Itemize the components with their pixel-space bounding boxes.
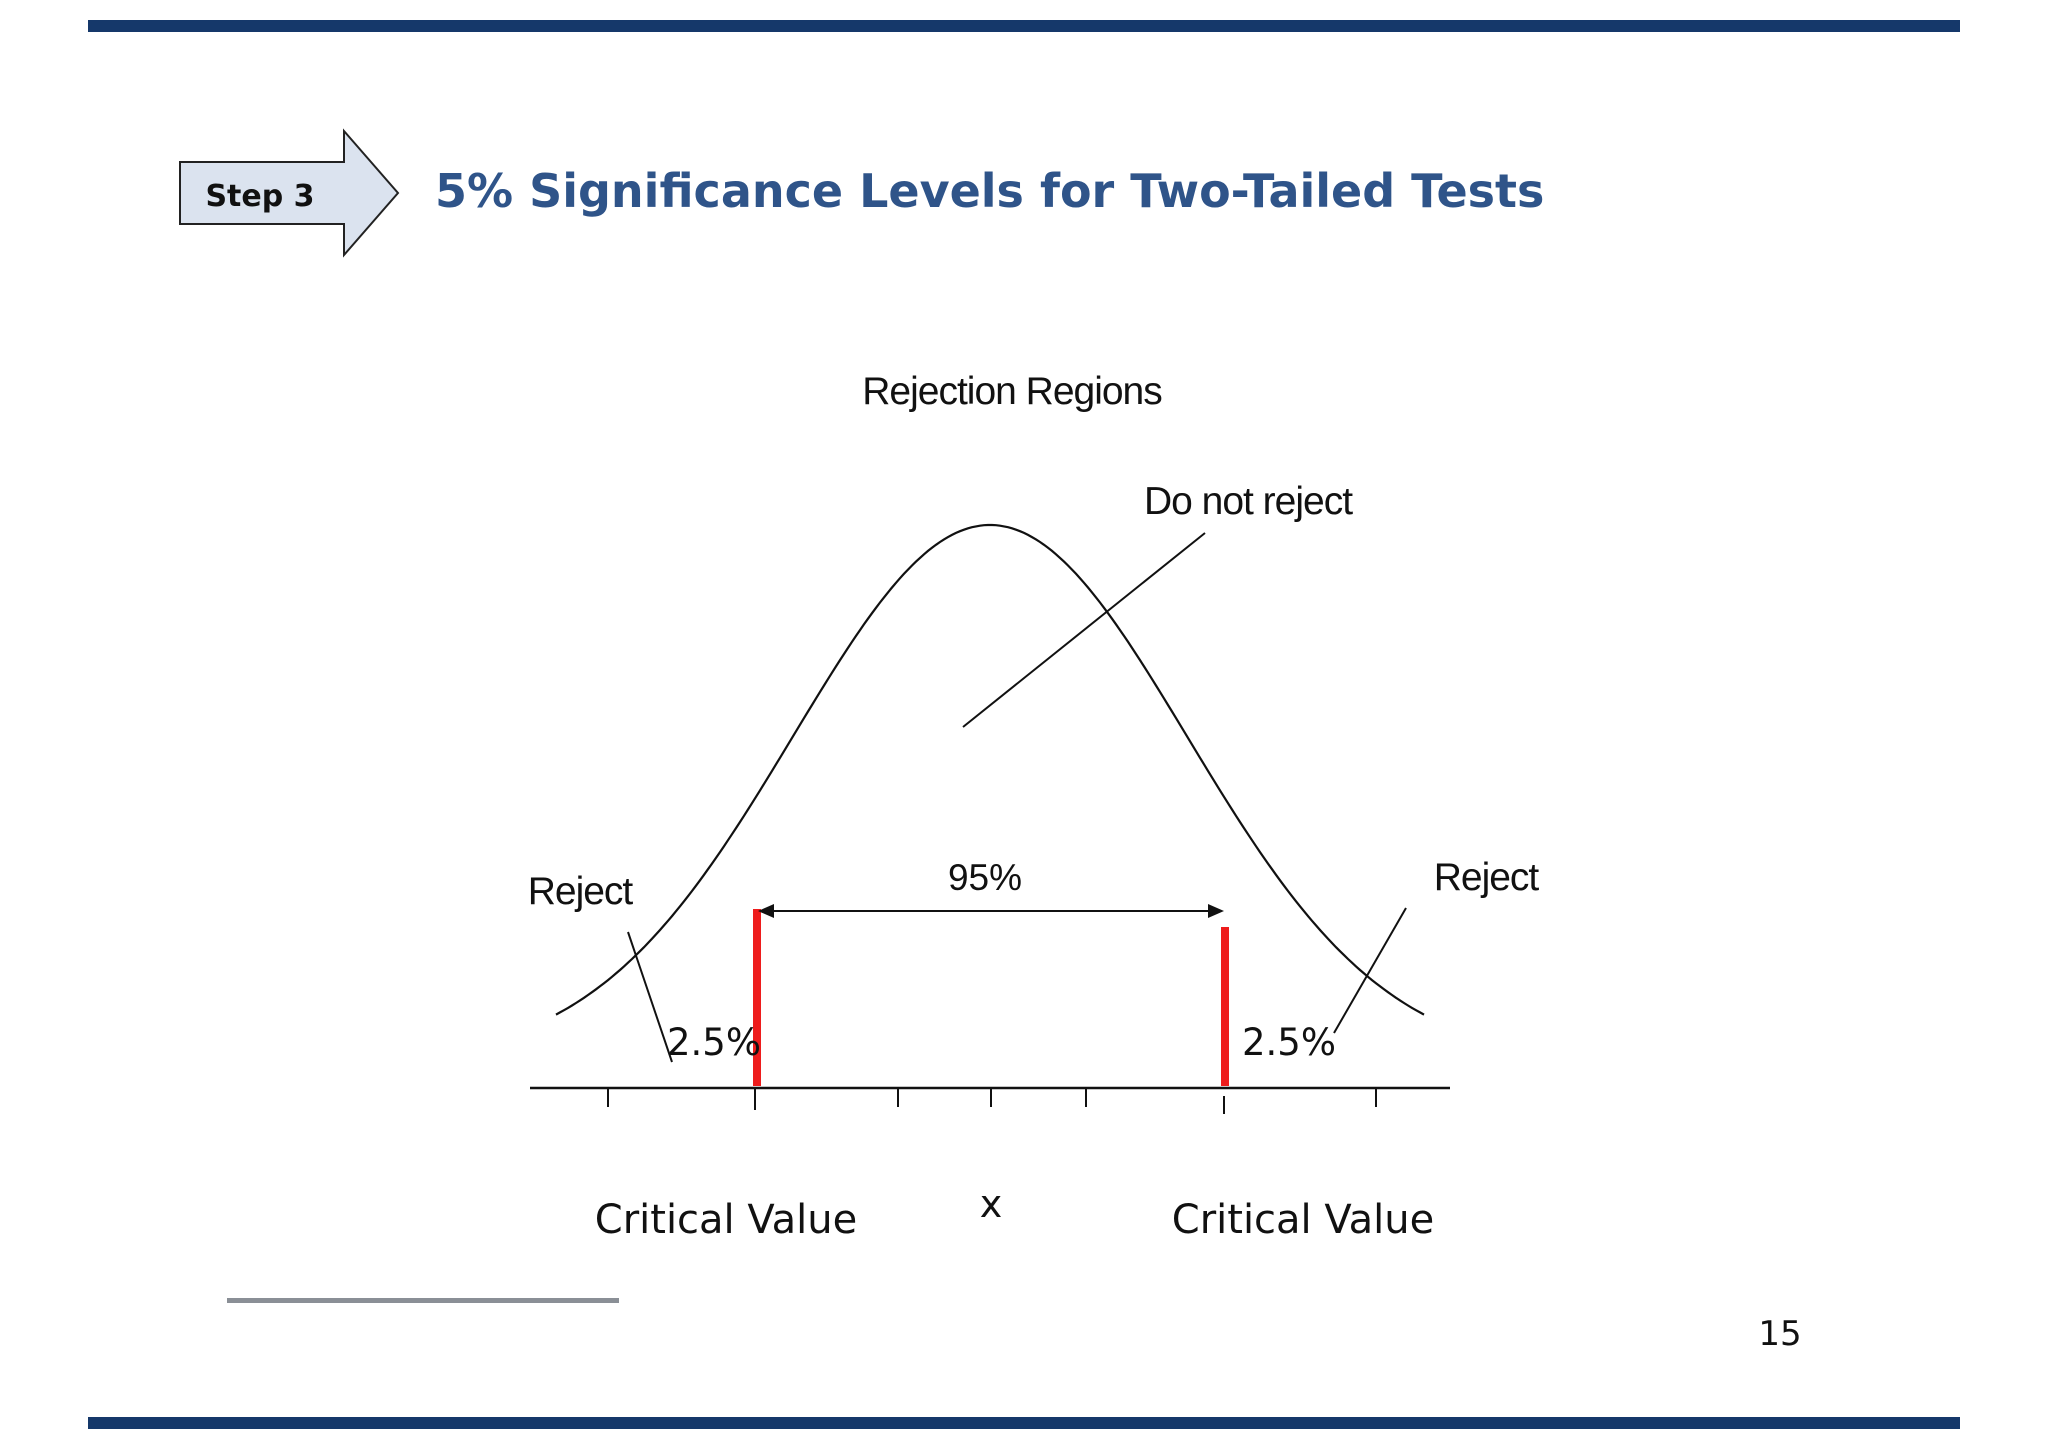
reject-right-pointer — [1333, 907, 1407, 1034]
step-arrow-shape — [179, 128, 400, 258]
page-number: 15 — [1758, 1314, 1802, 1354]
reject-left-pointer — [627, 931, 673, 1063]
normal-curve — [555, 523, 1425, 1016]
arrowhead-right — [1208, 904, 1224, 918]
critical-value-left-label: Critical Value — [595, 1197, 857, 1243]
arrowhead-left — [758, 904, 774, 918]
footnote-rule — [227, 1298, 619, 1303]
slide-title: 5% Significance Levels for Two-Tailed Te… — [435, 164, 1545, 218]
reject-right-label: Reject — [1434, 856, 1540, 899]
reject-left-label: Reject — [528, 870, 634, 913]
bottom-rule — [88, 1417, 1960, 1429]
center-percent-label: 95% — [948, 857, 1022, 898]
step-badge-label: Step 3 — [205, 179, 314, 214]
critical-value-right-label: Critical Value — [1172, 1197, 1434, 1243]
do-not-reject-label: Do not reject — [1144, 480, 1353, 523]
top-rule — [88, 20, 1960, 32]
diagram-heading: Rejection Regions — [862, 370, 1162, 413]
acceptance-span-arrow — [758, 904, 1224, 918]
axis-x-label: x — [980, 1182, 1003, 1226]
step-arrow-badge: Step 3 — [179, 128, 400, 258]
right-tail-percent-label: 2.5% — [1242, 1021, 1336, 1064]
do-not-reject-pointer — [962, 532, 1206, 728]
left-tail-percent-label: 2.5% — [667, 1021, 761, 1064]
